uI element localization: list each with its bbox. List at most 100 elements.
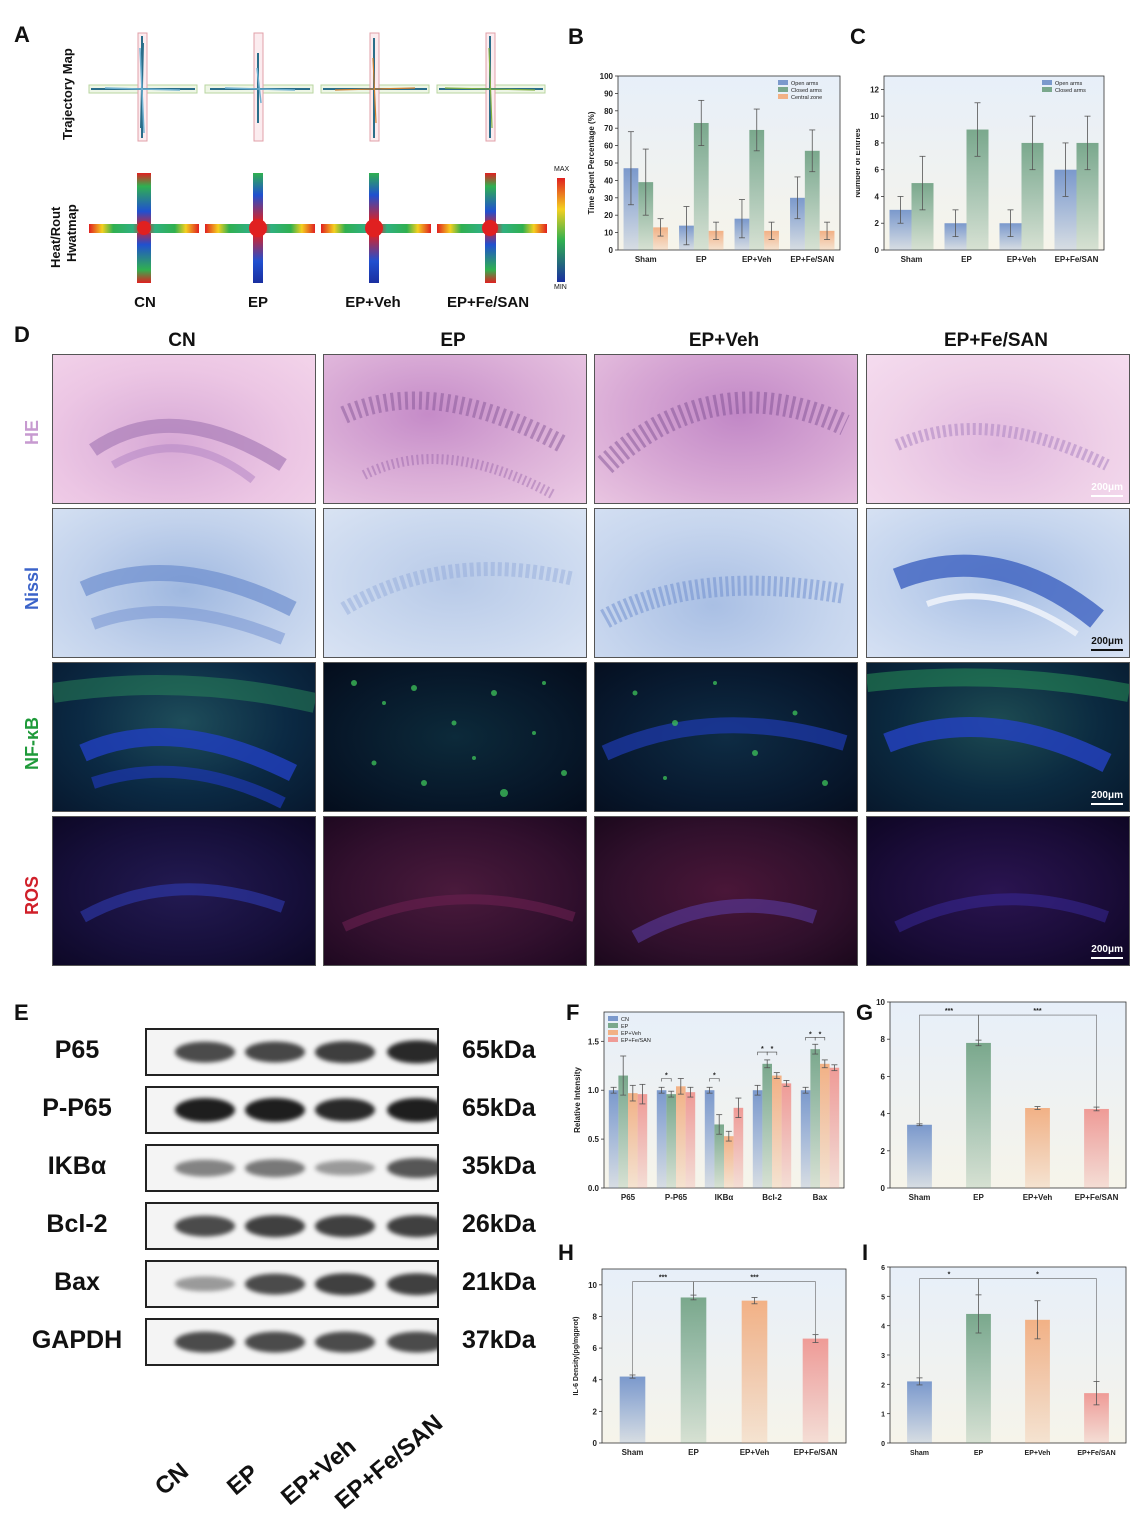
nissl-scale-line (1091, 649, 1123, 651)
panel-label-g: G (856, 1000, 874, 1025)
blot-band (387, 1040, 437, 1064)
nissl-scale-label: 200μm (1091, 636, 1123, 647)
x-tick-label: EP+Veh (1007, 255, 1037, 264)
trajectory-map-ep-fe-san (436, 32, 546, 142)
y-tick-label: 30 (604, 194, 613, 203)
bar (693, 122, 709, 250)
bar (911, 183, 934, 250)
significance-label: * (761, 1046, 764, 1053)
chart-f-relative-intensity: 0.0 0.5 1.0 1.5 Relative Intensity P65 P-P65 IK… (573, 1011, 845, 1202)
blot-band (175, 1276, 235, 1292)
nfkb-tile-cn (52, 662, 316, 812)
y-tick-label: 4 (875, 192, 880, 201)
x-tick-label: EP+Fe/SAN (790, 255, 834, 264)
y-tick-label: 0 (609, 246, 614, 255)
panel-label-f: F (566, 1000, 580, 1025)
bar (772, 1075, 782, 1188)
x-tick-label: IKBα (715, 1193, 734, 1202)
ros-scale-label: 200μm (1091, 944, 1123, 955)
lane-label-cn: CN (150, 1457, 194, 1501)
y-tick-label: 6 (881, 1072, 886, 1081)
legend-label: CN (621, 1017, 629, 1023)
y-tick-label: 8 (593, 1312, 598, 1321)
y-tick-label: 8 (881, 1035, 886, 1044)
blot-strip-4 (145, 1260, 439, 1308)
legend-swatch (778, 94, 788, 99)
blot-band (315, 1215, 375, 1237)
blot-strip-2 (145, 1144, 439, 1192)
significance-bracket (766, 1051, 778, 1056)
x-tick-label: EP (961, 255, 972, 264)
y-tick-label: 0 (875, 246, 880, 255)
x-tick-label: Sham (901, 255, 923, 264)
y-tick-label: 0.0 (588, 1184, 600, 1193)
panel-label-h: H (558, 1240, 574, 1265)
legend-label: Closed arms (791, 88, 822, 94)
bar (619, 1376, 646, 1443)
band-label-2: IKBα (47, 1152, 107, 1180)
bar (628, 1093, 638, 1188)
x-tick-label: EP+Fe/SAN (1075, 1193, 1119, 1202)
blot-strip-5 (145, 1318, 439, 1366)
y-tick-label: 0 (881, 1441, 885, 1448)
blot-band (387, 1158, 437, 1178)
trajectory-map-ep-veh (320, 32, 430, 142)
bar (741, 1300, 768, 1443)
nfkb-tile-ep-veh (594, 662, 858, 812)
band-kda-0: 65kDa (462, 1036, 536, 1064)
bar (1025, 1108, 1050, 1188)
band-label-4: Bax (54, 1268, 100, 1296)
bar (907, 1381, 932, 1443)
blot-band (245, 1215, 305, 1237)
x-tick-label: EP (696, 255, 707, 264)
trajectory-map-label: Trajectory Map (60, 48, 75, 140)
panel-a-maps (88, 32, 547, 283)
significance-bracket (978, 1014, 1097, 1108)
nfkb-tile-ep-fe-san: 200μm (866, 662, 1130, 812)
y-axis-label: Relative Intensity (573, 1067, 582, 1133)
y-axis-label: Number of Entries (856, 128, 862, 198)
y-tick-label: 10 (876, 998, 885, 1007)
bar (714, 1124, 724, 1188)
blot-strip-0 (145, 1028, 439, 1076)
band-kda-2: 35kDa (462, 1152, 536, 1180)
panel-label-d: D (14, 322, 30, 347)
bar (676, 1086, 686, 1188)
blot-band (315, 1098, 375, 1122)
blot-band (175, 1098, 235, 1122)
bar (1021, 142, 1044, 250)
bar (819, 230, 835, 250)
legend-label: EP+Fe/SAN (621, 1038, 651, 1044)
nfkb-scale-bar: 200μm (1091, 790, 1123, 805)
significance-label: *** (659, 1275, 667, 1282)
bar (680, 1297, 707, 1443)
x-tick-label: Bax (813, 1193, 828, 1202)
y-tick-label: 90 (604, 89, 613, 98)
legend-label: Central zone (791, 95, 822, 101)
y-tick-label: 40 (604, 176, 613, 185)
x-tick-label: EP+Veh (742, 255, 772, 264)
band-kda-4: 21kDa (462, 1268, 536, 1296)
nissl-tile-ep-fe-san: 200μm (866, 508, 1130, 658)
nissl-scale-bar: 200μm (1091, 636, 1123, 651)
trajectory-map-ep (204, 32, 314, 142)
y-tick-label: 5 (881, 1294, 885, 1301)
y-tick-label: 6 (593, 1344, 598, 1353)
legend-swatch (778, 87, 788, 92)
legend-swatch (608, 1023, 618, 1028)
blot-strip-3 (145, 1202, 439, 1250)
heatmap-label-line2: Hwatmap (64, 204, 79, 262)
bar (762, 1063, 772, 1188)
bar (608, 1090, 619, 1188)
bar (653, 227, 668, 250)
y-tick-label: 2 (593, 1407, 598, 1416)
blot-band (245, 1159, 305, 1177)
bar (1084, 1108, 1109, 1188)
bar (1054, 169, 1077, 250)
chart-h-il6: 0 2 4 6 8 10 IL-6 Density(pg/mgprot) Sham EP EP+V… (573, 1268, 847, 1457)
panel-d-row-ros: ROS (22, 875, 42, 915)
y-tick-label: 2 (881, 1147, 886, 1156)
nissl-tile-ep (323, 508, 587, 658)
bar (800, 1090, 811, 1188)
x-tick-label: P65 (621, 1193, 636, 1202)
